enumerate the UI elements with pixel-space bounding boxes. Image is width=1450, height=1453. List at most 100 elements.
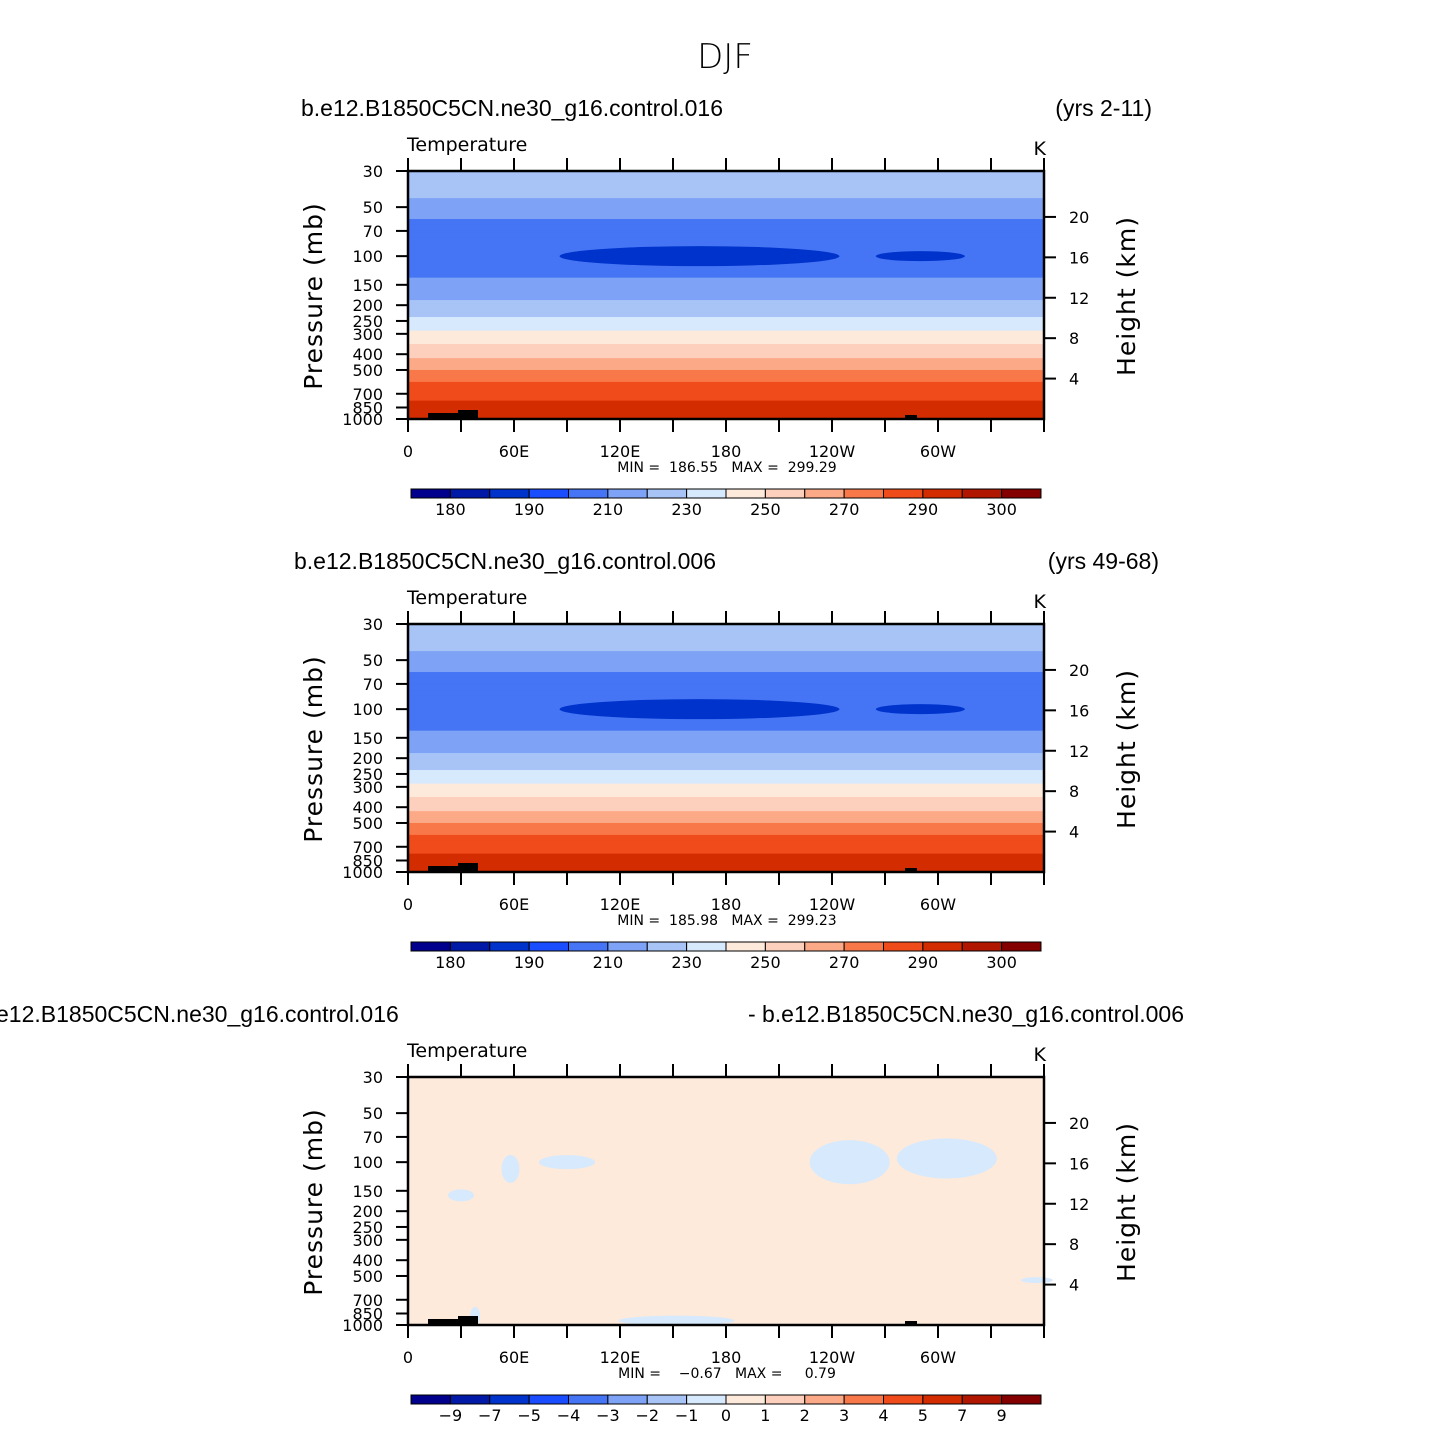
y-tick-label: 70 (363, 675, 383, 694)
y-tick-label: 500 (352, 814, 383, 833)
variable-label: Temperature (406, 587, 527, 609)
contour-band (408, 369, 1044, 377)
y-tick-label: 100 (352, 1153, 383, 1172)
y-tick-label: 700 (352, 1291, 383, 1310)
colorbar-swatch (961, 1394, 1003, 1405)
contour-band (408, 309, 1044, 314)
x-tick-label: 120W (809, 895, 856, 914)
right-tick-label: 20 (1069, 1114, 1089, 1133)
years-label: (yrs 2-11) (1055, 95, 1152, 121)
colorbar-swatch (449, 941, 491, 952)
colorbar-swatch (1001, 1394, 1042, 1405)
negative-anomaly (539, 1155, 595, 1170)
colorbar-label: 190 (514, 500, 545, 519)
y-axis-title: Pressure (mb) (299, 1108, 328, 1295)
contour-band (408, 690, 1044, 698)
topography (428, 1319, 458, 1325)
y-tick-label: 300 (352, 325, 383, 344)
contour-band (408, 237, 1044, 245)
panel-top: b.e12.B1850C5CN.ne30_g16.control.016 (yr… (299, 95, 1152, 519)
y-tick-label: 1000 (342, 863, 383, 882)
contour-band (408, 677, 1044, 685)
contour-band (408, 263, 1044, 272)
contour-band (408, 284, 1044, 291)
colorbar-swatch (764, 941, 806, 952)
colorbar-label: 300 (986, 500, 1017, 519)
contour-band (408, 666, 1044, 673)
x-tick-label: 120E (600, 1348, 641, 1367)
contour-band (408, 828, 1044, 836)
x-tick-label: 120W (809, 442, 856, 461)
colorbar-swatch (489, 941, 530, 952)
colorbar-label: −9 (439, 1406, 463, 1425)
y-tick-label: 1000 (342, 1316, 383, 1335)
colorbar-label: −3 (596, 1406, 620, 1425)
contour-band (408, 180, 1044, 190)
warm-surface (408, 863, 1044, 872)
colorbar-label: −4 (557, 1406, 581, 1425)
colorbar-swatch (489, 488, 530, 499)
y-tick-label: 250 (352, 312, 383, 331)
contour-band (408, 783, 1044, 788)
contour-band (408, 857, 1044, 862)
colorbar-label: 210 (593, 953, 624, 972)
y-tick-label: 400 (352, 798, 383, 817)
topography (458, 1316, 478, 1325)
y-tick-label: 50 (363, 198, 383, 217)
colorbar-label: 300 (986, 953, 1017, 972)
contour-band (408, 189, 1044, 199)
plot-area: 0 60E 120E 180 120W 60W3050701001502002503004… (342, 611, 1089, 972)
contour-band (408, 270, 1044, 279)
contour-band (408, 327, 1044, 332)
contour-band (408, 762, 1044, 767)
x-tick-label: 60E (499, 895, 529, 914)
case-right: - b.e12.B1850C5CN.ne30_g16.control.006 (748, 1001, 1184, 1027)
colorbar-swatch (1001, 941, 1042, 952)
contour-band (408, 354, 1044, 359)
y-tick-label: 150 (352, 1182, 383, 1201)
y-tick-label: 850 (352, 852, 383, 871)
figure-title: DJF (697, 37, 753, 77)
topography (905, 868, 917, 872)
colorbar-swatch (883, 488, 924, 499)
colorbar-swatch (646, 488, 688, 499)
colorbar-label: 270 (829, 500, 860, 519)
y-tick-label: 70 (363, 1128, 383, 1147)
contour-band (408, 770, 1044, 775)
panel-bottom: e12.B1850C5CN.ne30_g16.control.016 - b.e… (0, 1001, 1184, 1425)
contour-band (408, 305, 1044, 310)
contour-band (408, 219, 1044, 226)
x-tick-label: 0 (403, 895, 413, 914)
min-max-stats: MIN = 185.98 MAX = 299.23 (617, 913, 836, 929)
contour-band (408, 313, 1044, 318)
contour-band (408, 207, 1044, 214)
min-max-stats: MIN = −0.67 MAX = 0.79 (618, 1366, 836, 1382)
case-name: b.e12.B1850C5CN.ne30_g16.control.006 (294, 548, 716, 574)
contour-band (408, 333, 1044, 340)
colorbar-swatch (528, 941, 569, 952)
right-tick-label: 4 (1069, 823, 1079, 842)
contour-band (408, 853, 1044, 858)
contour-band (408, 198, 1044, 208)
colorbar-label: 210 (593, 500, 624, 519)
x-tick-label: 180 (711, 442, 742, 461)
colorbar-label: 270 (829, 953, 860, 972)
cold-core (559, 246, 840, 267)
contour-band (408, 716, 1044, 725)
cold-core (875, 704, 965, 715)
y-tick-label: 850 (352, 399, 383, 418)
contour-band (408, 860, 1044, 864)
contour-band (408, 811, 1044, 816)
cold-core (559, 699, 840, 720)
colorbar-label: 290 (908, 500, 939, 519)
x-tick-label: 180 (711, 895, 742, 914)
contour-band (408, 807, 1044, 812)
y-tick-label: 30 (363, 162, 383, 181)
y-tick-label: 1000 (342, 410, 383, 429)
contour-band (408, 375, 1044, 383)
right-tick-label: 12 (1069, 742, 1089, 761)
contour-band (408, 330, 1044, 335)
colorbar-swatch (764, 1394, 806, 1405)
contour-band (408, 753, 1044, 759)
y-tick-label: 250 (352, 1218, 383, 1237)
